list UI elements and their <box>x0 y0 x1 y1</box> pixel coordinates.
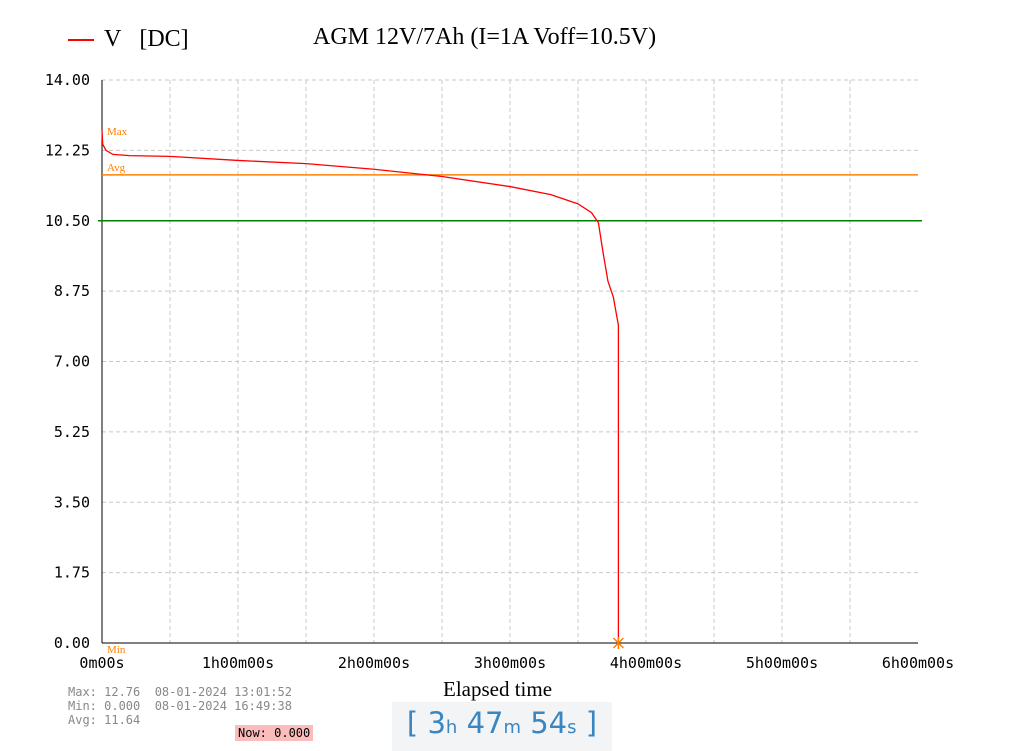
x-axis-label: Elapsed time <box>443 677 553 701</box>
y-tick-label: 10.50 <box>45 212 90 230</box>
x-tick-label: 6h00m00s <box>882 654 954 672</box>
timer-hours: 3 <box>427 706 446 740</box>
y-tick-label: 12.25 <box>45 141 90 159</box>
legend-label: V <box>104 26 122 52</box>
stat-avg: Avg: 11.64 <box>68 713 141 727</box>
timer-bracket: ] <box>585 706 598 740</box>
x-tick-label: 4h00m00s <box>610 654 682 672</box>
timer-bracket: [ <box>406 706 419 740</box>
x-tick-label: 0m00s <box>79 654 124 672</box>
timer-minutes: 47 <box>466 706 504 740</box>
legend-mode: [DC] <box>139 26 189 52</box>
stats-panel: Max: 12.76 08-01-2024 13:01:52 Min: 0.000… <box>68 685 292 727</box>
timer-h-unit: h <box>445 717 458 738</box>
voltage-series-line <box>101 129 620 643</box>
avg-label: Avg <box>107 162 126 174</box>
x-tick-label: 3h00m00s <box>474 654 546 672</box>
max-marker-label: Max <box>107 126 128 138</box>
y-tick-label: 3.50 <box>54 493 90 511</box>
x-tick-label: 5h00m00s <box>746 654 818 672</box>
stat-max: Max: 12.76 08-01-2024 13:01:52 <box>68 685 292 699</box>
elapsed-timer: [ 3h 47m 54s ] <box>392 702 612 751</box>
x-tick-label: 1h00m00s <box>202 654 274 672</box>
y-tick-label: 0.00 <box>54 634 90 652</box>
y-tick-label: 8.75 <box>54 282 90 300</box>
now-value: Now: 0.000 <box>235 725 314 741</box>
legend-line-icon <box>68 38 94 41</box>
y-tick-label: 7.00 <box>54 353 90 371</box>
y-tick-label: 1.75 <box>54 564 90 582</box>
timer-m-unit: m <box>503 717 522 738</box>
now-cursor-icon <box>612 637 624 649</box>
min-marker-label: Min <box>107 644 126 656</box>
timer-seconds: 54 <box>530 706 568 740</box>
chart-title: AGM 12V/7Ah (I=1A Voff=10.5V) <box>313 24 657 50</box>
timer-s-unit: s <box>567 717 577 738</box>
y-tick-label: 5.25 <box>54 423 90 441</box>
x-tick-label: 2h00m00s <box>338 654 410 672</box>
legend: V [DC] <box>68 26 189 53</box>
y-tick-label: 14.00 <box>45 71 90 89</box>
stat-min: Min: 0.000 08-01-2024 16:49:38 <box>68 699 292 713</box>
